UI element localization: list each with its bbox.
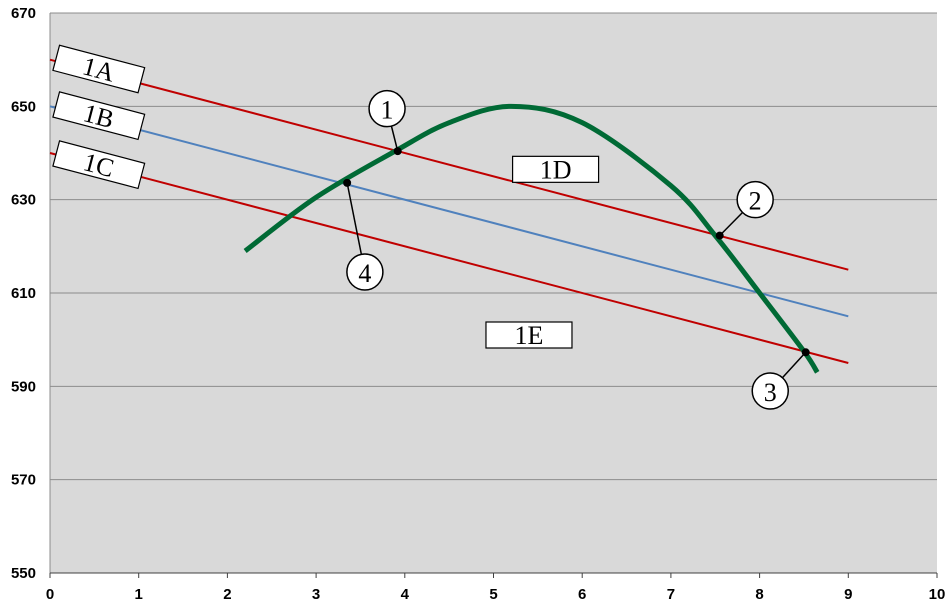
region-label-1D: 1D xyxy=(511,155,600,184)
point-circle-4 xyxy=(346,253,384,291)
y-tick-label: 650 xyxy=(11,98,36,115)
y-tick-label: 570 xyxy=(11,472,36,489)
leader-line-2 xyxy=(719,211,744,237)
y-axis-ticks: 550 570 590 610 630 650 670 xyxy=(11,5,36,582)
x-tick-label: 7 xyxy=(667,586,675,603)
region-label-1E: 1E xyxy=(485,321,573,350)
x-tick-label: 3 xyxy=(312,586,320,603)
point-label-2: 2 xyxy=(749,187,762,216)
line-label-box xyxy=(52,91,146,141)
point-circle-3 xyxy=(751,372,789,410)
region-label-box xyxy=(485,321,573,349)
x-tick-label: 1 xyxy=(135,586,143,603)
x-axis-ticks: 0 1 2 3 4 5 6 7 8 9 10 xyxy=(46,573,946,603)
point-marker-1 xyxy=(393,147,402,156)
point-marker-2 xyxy=(715,231,724,240)
x-tick-label: 10 xyxy=(929,586,946,603)
leader-line-1 xyxy=(390,125,399,152)
point-marker-4 xyxy=(343,178,352,187)
line-label-box xyxy=(52,140,146,190)
region-label-text: 1E xyxy=(515,321,544,350)
y-tick-label: 590 xyxy=(11,378,36,395)
region-label-box xyxy=(511,155,600,183)
point-circle-2 xyxy=(736,180,774,219)
x-tick-label: 6 xyxy=(578,586,586,603)
region-label-text: 1D xyxy=(540,155,572,184)
x-tick-label: 5 xyxy=(489,586,497,603)
y-tick-label: 630 xyxy=(11,192,36,209)
y-tick-label: 610 xyxy=(11,285,36,302)
line-label-box xyxy=(52,44,146,94)
series-lines xyxy=(49,58,849,374)
x-tick-label: 0 xyxy=(46,586,54,603)
leader-line-3 xyxy=(781,351,807,379)
series-curve xyxy=(243,103,820,374)
leader-line-4 xyxy=(346,182,363,255)
series-line-1B xyxy=(49,105,849,318)
x-tick-label: 4 xyxy=(401,586,410,603)
series-line-1C xyxy=(49,152,849,364)
y-tick-label: 550 xyxy=(11,565,36,582)
line-label-1B: 1B xyxy=(52,91,146,141)
point-label-4: 4 xyxy=(358,259,371,288)
x-tick-label: 2 xyxy=(223,586,231,603)
point-marker-3 xyxy=(801,348,810,357)
point-label-1: 1 xyxy=(381,96,394,125)
point-circle-1 xyxy=(368,89,406,128)
point-label-3: 3 xyxy=(764,378,777,407)
y-tick-label: 670 xyxy=(11,5,36,22)
x-tick-label: 8 xyxy=(755,586,763,603)
x-tick-label: 9 xyxy=(844,586,852,603)
